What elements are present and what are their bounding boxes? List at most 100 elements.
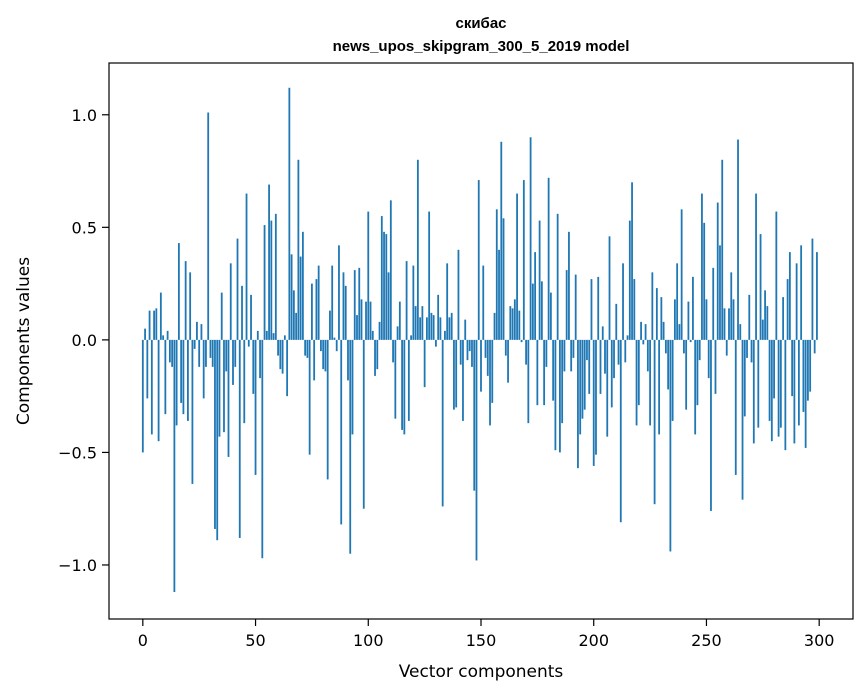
bar-33 bbox=[216, 339, 219, 541]
bar-73 bbox=[306, 339, 309, 358]
bar-98 bbox=[362, 339, 365, 509]
bar-100 bbox=[367, 211, 370, 340]
bar-215 bbox=[626, 335, 629, 340]
x-tick-label: 250 bbox=[691, 631, 722, 650]
bar-20 bbox=[187, 339, 189, 421]
bar-249 bbox=[703, 222, 706, 340]
bar-112 bbox=[394, 339, 397, 419]
bar-43 bbox=[238, 339, 241, 538]
bar-49 bbox=[252, 339, 255, 394]
bar-79 bbox=[320, 339, 322, 352]
bar-287 bbox=[788, 252, 791, 340]
y-tick-label: 0.0 bbox=[72, 331, 97, 350]
bar-187 bbox=[563, 339, 566, 372]
bar-90 bbox=[344, 285, 347, 340]
bar-220 bbox=[637, 339, 640, 406]
bar-266 bbox=[741, 339, 744, 500]
chart-subtitle: news_upos_skipgram_300_5_2019 model bbox=[333, 38, 630, 55]
bar-184 bbox=[556, 213, 559, 340]
bar-132 bbox=[439, 317, 442, 340]
x-tick-label: 200 bbox=[578, 631, 609, 650]
bar-170 bbox=[525, 339, 527, 365]
bar-124 bbox=[421, 306, 424, 340]
bar-274 bbox=[759, 234, 762, 340]
bar-180 bbox=[547, 177, 550, 340]
bar-226 bbox=[651, 272, 654, 340]
bar-143 bbox=[464, 319, 467, 340]
bar-133 bbox=[441, 339, 444, 507]
bar-34 bbox=[218, 339, 221, 437]
bar-56 bbox=[268, 184, 270, 340]
x-axis-ticks: 0 50 100 150 200 250 300 bbox=[138, 619, 834, 650]
bar-97 bbox=[360, 299, 363, 340]
bar-243 bbox=[689, 339, 692, 343]
bar-205 bbox=[604, 339, 606, 374]
bar-191 bbox=[572, 339, 575, 358]
bar-252 bbox=[710, 339, 712, 511]
bar-134 bbox=[444, 330, 446, 340]
bar-198 bbox=[588, 339, 591, 394]
bar-201 bbox=[595, 339, 597, 455]
bar-197 bbox=[586, 339, 588, 361]
bar-76 bbox=[313, 339, 316, 381]
bar-53 bbox=[261, 339, 264, 559]
bar-42 bbox=[236, 238, 239, 340]
bar-62 bbox=[281, 339, 284, 374]
bar-111 bbox=[392, 339, 394, 363]
bar-246 bbox=[696, 339, 699, 406]
x-tick-label: 100 bbox=[353, 631, 384, 650]
bar-74 bbox=[308, 339, 311, 455]
bar-275 bbox=[761, 319, 764, 340]
bar-250 bbox=[705, 299, 708, 340]
bar-144 bbox=[466, 339, 469, 361]
bar-240 bbox=[683, 339, 685, 354]
bar-228 bbox=[655, 288, 658, 340]
bar-2 bbox=[146, 339, 149, 399]
bar-203 bbox=[599, 339, 602, 394]
bar-256 bbox=[719, 245, 721, 340]
bar-21 bbox=[189, 272, 192, 340]
bar-8 bbox=[159, 292, 162, 340]
bar-131 bbox=[437, 294, 440, 340]
bar-212 bbox=[619, 339, 622, 523]
bar-239 bbox=[680, 209, 683, 340]
bar-24 bbox=[196, 321, 198, 340]
chart-title: скибас bbox=[455, 15, 506, 32]
bar-168 bbox=[520, 339, 523, 343]
bar-159 bbox=[500, 141, 503, 340]
bar-244 bbox=[692, 276, 694, 340]
bar-147 bbox=[473, 339, 476, 491]
bar-116 bbox=[403, 339, 406, 435]
bar-81 bbox=[324, 339, 327, 372]
bar-213 bbox=[622, 263, 624, 340]
bar-196 bbox=[583, 339, 586, 410]
bar-0 bbox=[141, 339, 144, 453]
bar-128 bbox=[430, 312, 433, 340]
bar-241 bbox=[685, 339, 688, 410]
bar-265 bbox=[739, 324, 742, 340]
bar-26 bbox=[200, 324, 203, 340]
bar-109 bbox=[387, 272, 390, 340]
bar-72 bbox=[304, 339, 307, 356]
bar-295 bbox=[807, 339, 809, 401]
bar-15 bbox=[175, 339, 178, 426]
bar-259 bbox=[725, 339, 728, 356]
bar-25 bbox=[198, 339, 201, 367]
bar-126 bbox=[425, 317, 428, 340]
bar-71 bbox=[301, 231, 304, 340]
bar-156 bbox=[493, 312, 496, 340]
x-tick-label: 150 bbox=[466, 631, 497, 650]
bar-166 bbox=[516, 193, 518, 340]
bar-149 bbox=[477, 180, 480, 340]
bar-291 bbox=[797, 339, 800, 426]
bar-60 bbox=[277, 339, 279, 356]
bar-253 bbox=[712, 267, 715, 340]
bar-113 bbox=[396, 326, 399, 340]
bar-214 bbox=[624, 339, 627, 363]
bar-261 bbox=[730, 272, 733, 340]
x-tick-label: 50 bbox=[245, 631, 265, 650]
bar-35 bbox=[220, 292, 223, 340]
bar-289 bbox=[793, 339, 796, 444]
bar-68 bbox=[295, 312, 298, 340]
